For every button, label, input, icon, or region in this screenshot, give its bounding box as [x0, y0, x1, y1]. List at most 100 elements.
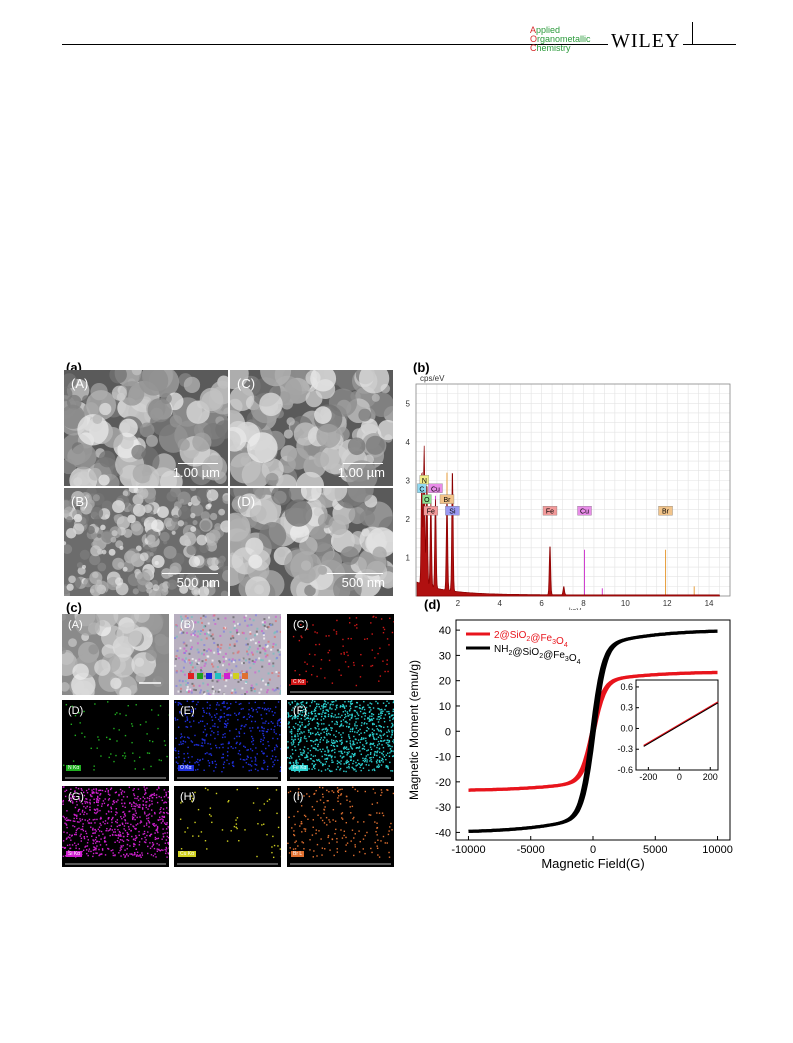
map-dot: [369, 757, 371, 759]
map-dot: [97, 810, 99, 812]
map-dot: [299, 721, 301, 723]
map-dot: [180, 632, 183, 635]
map-dot: [350, 747, 353, 749]
map-dot: [96, 795, 99, 798]
eds-map-label: (I): [293, 791, 304, 803]
sem-particle: [92, 494, 100, 502]
map-dot: [191, 700, 194, 703]
map-dot: [97, 804, 99, 807]
map-dot: [304, 830, 307, 832]
map-dot: [379, 756, 381, 758]
map-dot: [305, 706, 308, 709]
map-dot: [374, 792, 376, 794]
map-dot: [207, 648, 210, 651]
map-dot: [292, 753, 294, 755]
map-dot: [222, 660, 225, 663]
map-dot: [182, 666, 185, 669]
map-dot: [391, 731, 394, 734]
map-dot: [273, 731, 276, 733]
map-dot: [241, 662, 244, 665]
map-dot: [333, 701, 335, 703]
vsm-inset-xtick-label: -200: [639, 772, 657, 782]
map-dot: [311, 719, 313, 721]
map-dot: [181, 620, 184, 623]
map-dot: [226, 714, 228, 716]
map-dot: [266, 800, 269, 802]
map-dot: [363, 700, 365, 703]
map-dot: [123, 835, 125, 838]
map-dot: [212, 619, 215, 622]
sem-particle: [200, 511, 211, 521]
map-dot: [214, 766, 217, 769]
map-dot: [302, 842, 305, 844]
map-dot: [390, 750, 393, 752]
sem-particle: [379, 571, 393, 589]
map-dot: [346, 711, 348, 713]
map-dot: [216, 648, 219, 651]
map-dot: [319, 760, 321, 762]
map-dot: [320, 737, 323, 739]
map-dot: [356, 713, 359, 715]
map-dot: [291, 738, 293, 741]
map-dot: [349, 719, 351, 721]
map-dot: [235, 665, 238, 668]
map-dot: [132, 854, 134, 856]
map-dot: [318, 728, 320, 730]
map-dot: [320, 715, 323, 718]
map-dot: [174, 658, 177, 661]
map-dot: [390, 750, 392, 753]
map-dot: [290, 714, 293, 717]
map-dot: [295, 840, 297, 842]
map-dot: [122, 844, 124, 847]
map-dot: [86, 835, 88, 838]
map-dot: [236, 741, 238, 744]
map-dot: [115, 808, 118, 810]
eds-map-f: (F) Fe Kα: [287, 700, 394, 781]
map-dot: [252, 802, 255, 804]
map-dot: [323, 723, 325, 725]
overlay-legend-chip: [197, 673, 203, 679]
map-dot: [183, 673, 186, 676]
map-dot: [88, 788, 90, 790]
map-dot: [236, 631, 239, 634]
map-dot: [297, 730, 299, 733]
map-dot: [374, 841, 376, 844]
map-dot: [233, 825, 236, 828]
eds-map-label: (A): [68, 619, 83, 631]
map-dot: [192, 797, 194, 800]
sem-particle: [230, 426, 247, 452]
map-dot: [328, 659, 331, 662]
sem-particle: [149, 552, 154, 557]
map-dot: [337, 716, 339, 718]
map-dot: [364, 715, 366, 717]
map-dot: [345, 770, 347, 773]
map-dot: [290, 767, 292, 769]
map-dot: [388, 755, 391, 757]
map-dot: [119, 713, 121, 715]
map-dot: [165, 850, 167, 852]
map-dot: [84, 800, 86, 803]
map-dot: [114, 854, 116, 856]
map-dot: [148, 826, 150, 828]
map-dot: [74, 714, 77, 717]
map-dot: [337, 766, 339, 768]
sem-particle: [97, 562, 107, 572]
sem-particle: [92, 414, 103, 425]
map-dot: [252, 739, 255, 742]
map-dot: [116, 740, 118, 742]
map-dot: [300, 702, 302, 704]
map-dot: [294, 848, 297, 850]
map-dot: [246, 643, 249, 646]
sem-particle: [183, 376, 201, 394]
map-dot: [243, 716, 246, 718]
map-dot: [261, 665, 264, 668]
map-dot: [101, 848, 104, 850]
map-dot: [344, 721, 347, 723]
map-dot: [332, 739, 335, 742]
map-dot: [327, 768, 329, 770]
map-dot: [91, 795, 93, 798]
map-dot: [165, 801, 168, 804]
map-dot: [197, 701, 199, 703]
map-dot: [184, 720, 187, 723]
map-dot: [334, 741, 336, 743]
